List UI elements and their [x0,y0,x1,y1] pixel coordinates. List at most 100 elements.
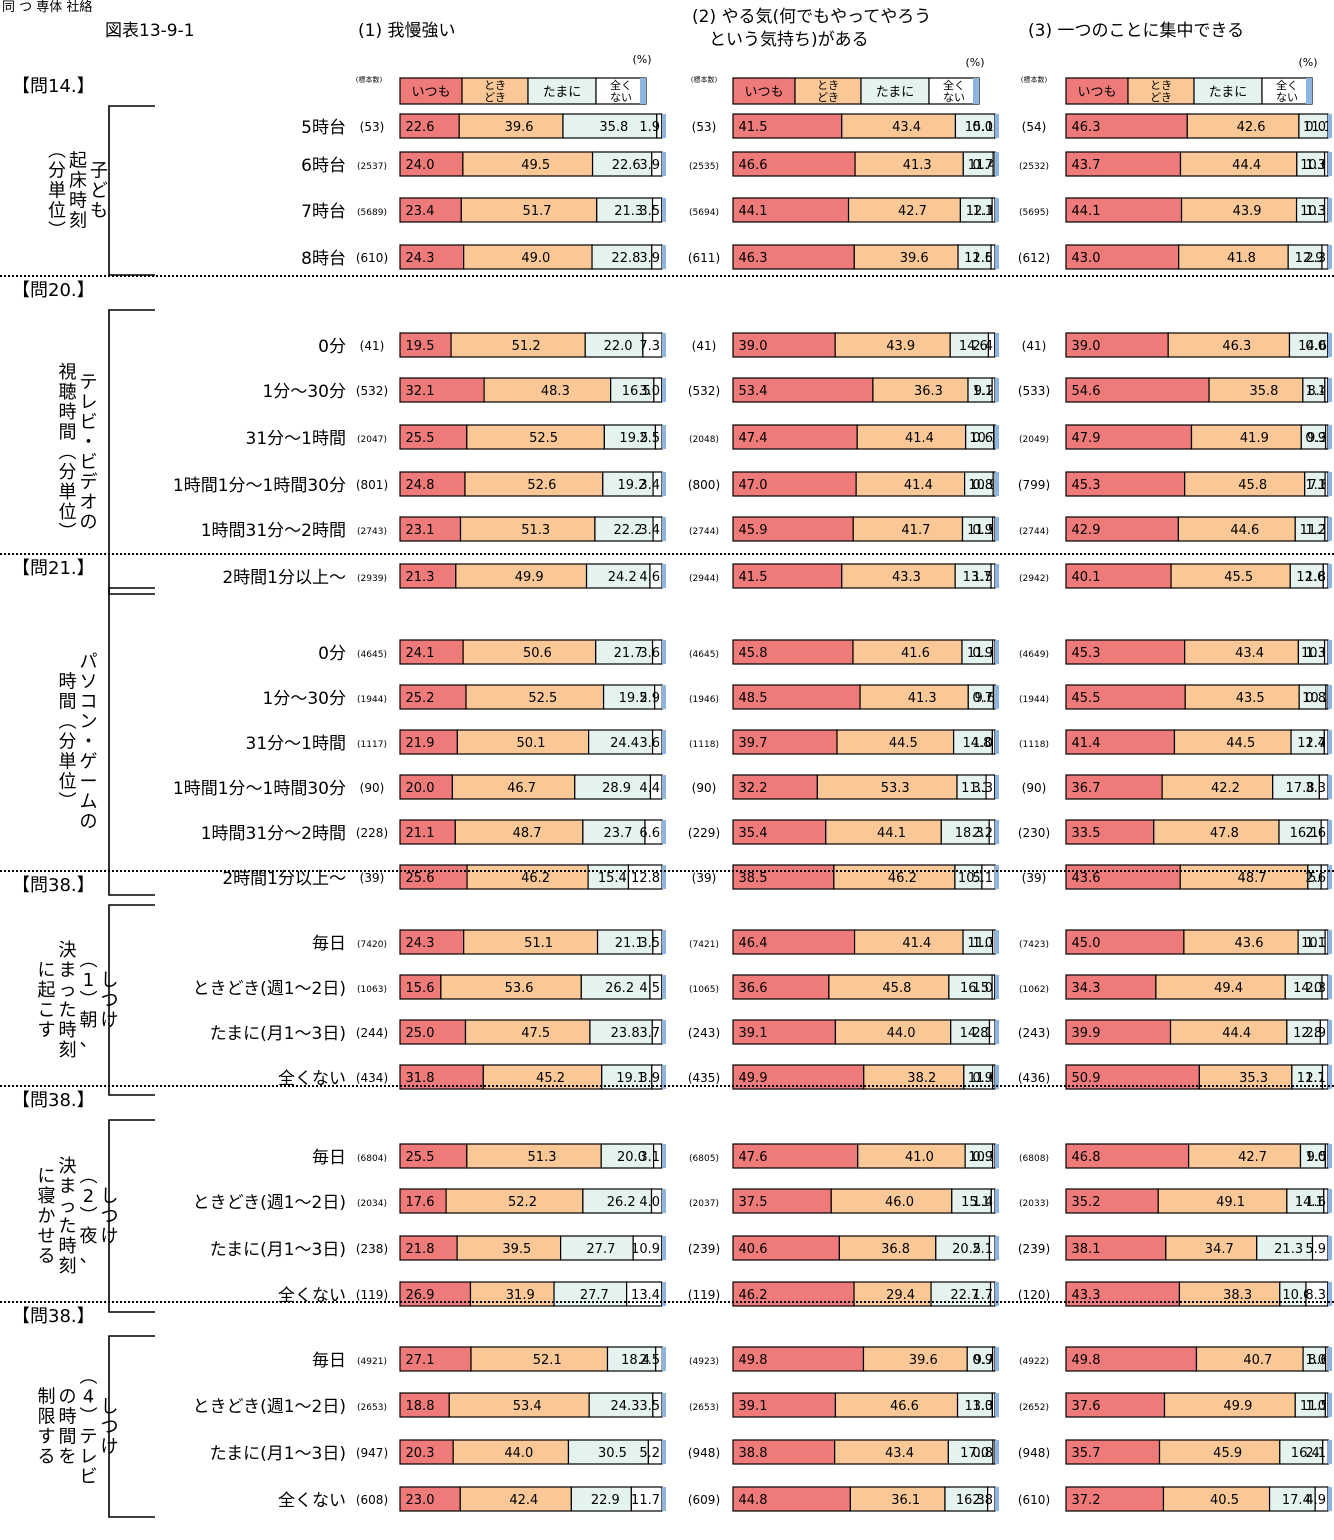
bar-segment [1065,1235,1167,1261]
group-label-char: っ [59,1196,77,1217]
bar-segment [1178,244,1289,270]
bar-segment [841,563,956,589]
bar-segment [948,974,993,1000]
sample-size-label: (2047) [357,435,387,445]
data-label: 2.4 [972,339,993,354]
bar-segment [445,1188,584,1214]
sample-size-label: (2652) [1019,1403,1049,1413]
data-label: 25.6 [406,871,435,886]
data-label: 11.7 [631,1493,660,1508]
group-label-char: 決 [59,940,77,961]
bar-edge-accent [995,1282,999,1306]
sample-size-label: (2034) [357,1199,387,1209]
data-label: 12.1 [966,204,995,219]
bar-segment [992,471,996,497]
data-label: 51.3 [528,1150,557,1165]
data-label: 11.3 [1300,523,1329,538]
data-label: 45.9 [1213,1446,1242,1461]
legend-label: とき [1150,79,1172,92]
bar-edge-accent [995,1020,999,1044]
bar-edge-accent [1328,245,1332,269]
group-label-char: 刻 [59,1256,77,1277]
group-label-char: ︶ [80,1407,98,1428]
data-label: 47.0 [739,478,768,493]
group-label-char: の [80,512,98,533]
category-label: 1分～30分 [263,689,346,709]
bar-edge-accent [995,245,999,269]
group-label-char: コ [80,692,98,713]
group-label-char: テ [80,1427,98,1448]
bar-segment [470,1346,609,1372]
bar-segment [1286,1019,1322,1045]
data-label: 18.3 [955,826,984,841]
bar-segment [1190,424,1302,450]
data-label: 36.7 [1072,781,1101,796]
bar-segment [834,332,951,358]
sample-size-label: (6804) [357,1154,387,1164]
data-label: 2.3 [1305,981,1326,996]
bar-edge-accent [1328,564,1332,588]
data-label: 2.1 [972,1242,993,1257]
data-label: 33.5 [1072,826,1101,841]
data-label: 45.8 [1238,478,1267,493]
data-label: 44.1 [1072,204,1101,219]
data-label: 45.5 [1224,570,1253,585]
data-label: 3.7 [639,1026,660,1041]
legend-label: ない [943,91,965,104]
data-label: 14.8 [963,736,992,751]
data-label: 19.5 [619,691,648,706]
data-label: 14.0 [1293,981,1322,996]
group-bracket [108,904,155,1096]
group-label-char: の [80,812,98,833]
category-label: 8時台 [301,249,346,269]
group-label-char: ビ [80,452,98,473]
data-label: 11.7 [967,646,996,661]
sample-size-label: (7423) [1019,940,1049,950]
bar-segment [849,1486,946,1512]
bar-segment [1167,332,1291,358]
group-label-char: レ [80,392,98,413]
data-label: 10.9 [631,1242,660,1257]
data-label: 43.4 [1235,646,1264,661]
data-label: 1.0 [972,1399,993,1414]
legend-label: とき [817,79,839,92]
group-label-char: る [38,1246,56,1267]
data-label: 43.4 [892,120,921,135]
sample-size-label: (1118) [1019,740,1049,750]
data-label: 41.4 [904,478,933,493]
data-label: 44.6 [1230,523,1259,538]
category-label: たまに(月1～3日) [210,1024,346,1044]
group-label-char: か [38,1206,56,1227]
bar-segment [964,1143,994,1169]
sample-size-label: (2033) [1019,1199,1049,1209]
data-label: 3.6 [639,646,660,661]
bar-edge-accent [995,1487,999,1511]
data-label: 3.4 [639,523,660,538]
bar-segment [574,774,652,800]
sample-size-label: (90) [1022,781,1047,795]
data-label: 41.6 [901,646,930,661]
data-label: 47.5 [521,1026,550,1041]
data-label: 46.2 [888,871,917,886]
bar-segment [399,1019,467,1045]
data-label: 52.5 [529,431,558,446]
bar-edge-accent [662,378,666,402]
data-label: 1.1 [972,204,993,219]
data-label: 37.6 [1072,1399,1101,1414]
bar-segment [944,1486,989,1512]
bar-segment [950,1019,991,1045]
category-label: たまに(月1～3日) [210,1444,346,1464]
data-label: 2.2 [972,826,993,841]
data-label: 1.1 [1305,936,1326,951]
group-label-char: ︵ [80,950,98,971]
bar-segment [857,1143,966,1169]
bar-edge-accent [1328,1020,1332,1044]
data-label: 43.4 [885,1446,914,1461]
group-label-char: 、 [80,1030,98,1051]
bar-edge-accent [995,1347,999,1371]
group-label-char: 時 [59,672,77,693]
group-label-char: ま [59,960,77,981]
bar-edge-accent [995,152,999,176]
bar-segment [1324,377,1329,403]
data-label: 51.7 [523,204,552,219]
